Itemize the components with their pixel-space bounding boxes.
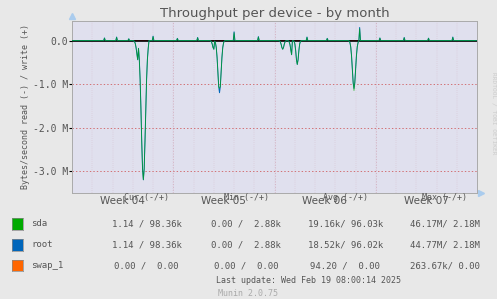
Text: 46.17M/ 2.18M: 46.17M/ 2.18M (410, 219, 480, 228)
Text: 263.67k/ 0.00: 263.67k/ 0.00 (410, 261, 480, 270)
Text: 1.14 / 98.36k: 1.14 / 98.36k (112, 240, 181, 249)
Text: swap_1: swap_1 (31, 261, 64, 270)
Text: sda: sda (31, 219, 47, 228)
Text: 1.14 / 98.36k: 1.14 / 98.36k (112, 219, 181, 228)
Title: Throughput per device - by month: Throughput per device - by month (160, 7, 390, 20)
Text: 94.20 /  0.00: 94.20 / 0.00 (311, 261, 380, 270)
Y-axis label: Bytes/second read (-) / write (+): Bytes/second read (-) / write (+) (21, 25, 30, 189)
Text: 44.77M/ 2.18M: 44.77M/ 2.18M (410, 240, 480, 249)
Text: Last update: Wed Feb 19 08:00:14 2025: Last update: Wed Feb 19 08:00:14 2025 (216, 276, 401, 285)
Text: 0.00 /  0.00: 0.00 / 0.00 (214, 261, 278, 270)
Text: 19.16k/ 96.03k: 19.16k/ 96.03k (308, 219, 383, 228)
Text: 0.00 /  2.88k: 0.00 / 2.88k (211, 240, 281, 249)
Text: 18.52k/ 96.02k: 18.52k/ 96.02k (308, 240, 383, 249)
Text: 0.00 /  2.88k: 0.00 / 2.88k (211, 219, 281, 228)
Text: 0.00 /  0.00: 0.00 / 0.00 (114, 261, 179, 270)
Text: Max (-/+): Max (-/+) (422, 193, 467, 202)
Text: root: root (31, 240, 53, 249)
Text: Min (-/+): Min (-/+) (224, 193, 268, 202)
Text: Cur (-/+): Cur (-/+) (124, 193, 169, 202)
Text: Avg (-/+): Avg (-/+) (323, 193, 368, 202)
Text: Munin 2.0.75: Munin 2.0.75 (219, 289, 278, 298)
Text: RRDTOOL / TOBI OETIKER: RRDTOOL / TOBI OETIKER (491, 72, 496, 155)
